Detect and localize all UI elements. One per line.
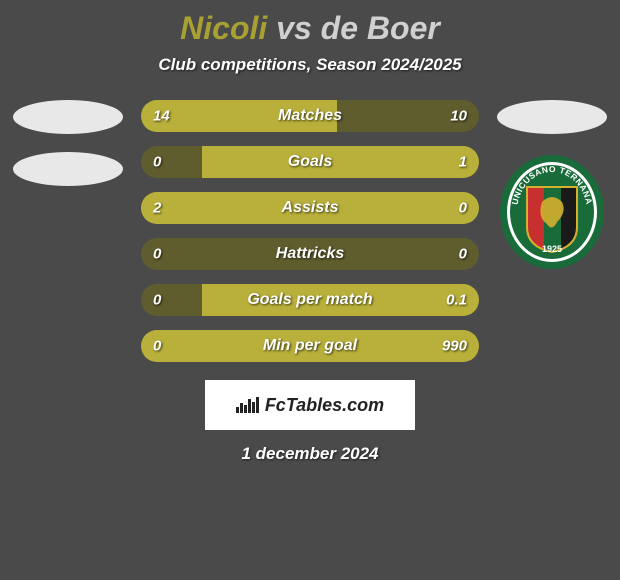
player1-name: Nicoli [180,10,267,46]
player1-badge-placeholder-1 [13,100,123,134]
player1-badge-placeholder-2 [13,152,123,186]
player2-badge-placeholder-1 [497,100,607,134]
stat-bar-goals: 0 1 Goals [141,146,479,178]
stat-bar-assists: 2 0 Assists [141,192,479,224]
club-badge-ternana: UNICUSANO TERNANA 1925 [497,152,607,272]
stat-left-value: 0 [153,292,161,309]
page-title: Nicoli vs de Boer [0,0,620,47]
stat-bar-hattricks: 0 0 Hattricks [141,238,479,270]
stat-label: Hattricks [276,245,344,263]
right-column: UNICUSANO TERNANA 1925 [492,100,612,272]
stat-label: Goals [288,153,332,171]
bar-chart-icon [236,397,259,413]
brand-text: FcTables.com [265,395,384,416]
stat-right-value: 990 [442,338,467,355]
stat-label: Min per goal [263,337,357,355]
stat-bar-min-per-goal: 0 990 Min per goal [141,330,479,362]
stat-right-value: 0.1 [446,292,467,309]
stat-left-value: 2 [153,200,161,217]
club-year-text: 1925 [542,244,562,254]
stat-right-value: 0 [459,200,467,217]
stats-bars: 1410Matches01Goals20Assists00Hattricks00… [135,100,485,362]
footer-date: 1 december 2024 [0,444,620,464]
brand-logo[interactable]: FcTables.com [205,380,415,430]
club-crest-svg: UNICUSANO TERNANA 1925 [497,152,607,272]
player2-name: de Boer [321,10,440,46]
main-area: 1410Matches01Goals20Assists00Hattricks00… [0,75,620,362]
bar-right-fill [202,146,479,178]
stat-right-value: 10 [450,108,467,125]
stat-left-value: 0 [153,246,161,263]
stat-bar-matches: 14 10 Matches [141,100,479,132]
stat-bar-goals-per-match: 0 0.1 Goals per match [141,284,479,316]
stat-left-value: 0 [153,338,161,355]
stat-left-value: 0 [153,154,161,171]
stat-right-value: 0 [459,246,467,263]
subtitle: Club competitions, Season 2024/2025 [0,55,620,75]
stats-comparison-card: Nicoli vs de Boer Club competitions, Sea… [0,0,620,580]
stat-label: Assists [282,199,339,217]
stat-left-value: 14 [153,108,170,125]
title-vs: vs [276,10,320,46]
left-column [8,100,128,186]
stat-right-value: 1 [459,154,467,171]
stat-label: Goals per match [247,291,372,309]
stat-label: Matches [278,107,342,125]
